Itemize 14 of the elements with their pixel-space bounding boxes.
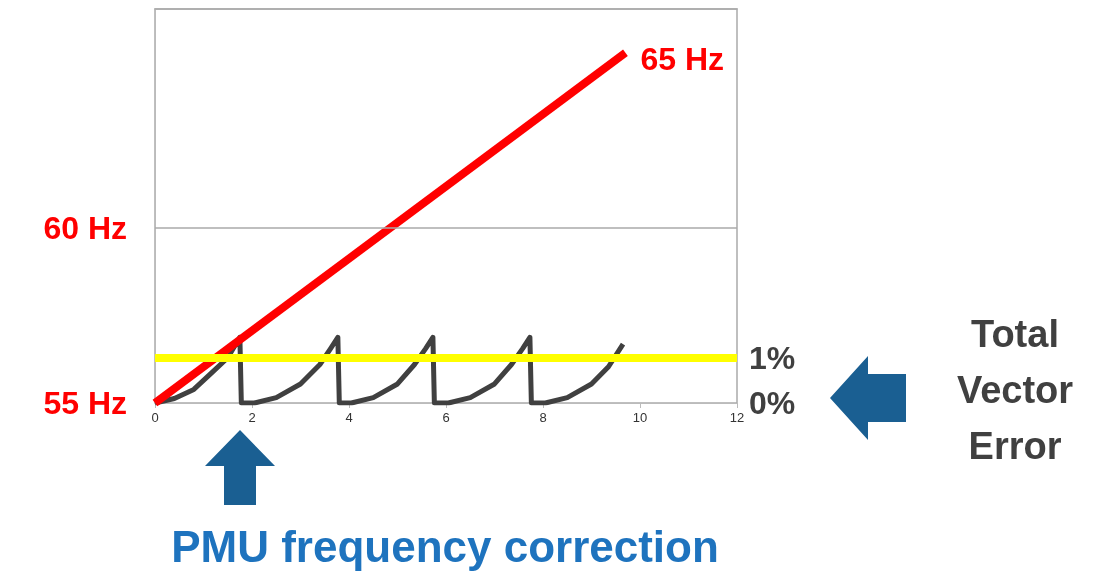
x-tick-label: 10 — [632, 410, 648, 425]
text: PMU frequency correction — [170, 522, 720, 572]
x-tick-label: 8 — [539, 410, 547, 425]
y2-tick-label: 0% — [749, 385, 796, 421]
annotation: 65 Hz — [640, 40, 725, 78]
y-tick-label: 55 Hz — [43, 385, 127, 421]
x-tick-label: 6 — [442, 410, 450, 425]
text: Total Vector Error — [955, 312, 1075, 469]
x-tick-label: 4 — [345, 410, 353, 425]
x-tick-label: 2 — [248, 410, 256, 425]
x-tick-label: 0 — [151, 410, 159, 425]
y2-tick-label: 1% — [749, 339, 796, 376]
y-tick-label: 60 Hz — [43, 209, 127, 246]
x-tick-label: 12 — [729, 410, 745, 425]
